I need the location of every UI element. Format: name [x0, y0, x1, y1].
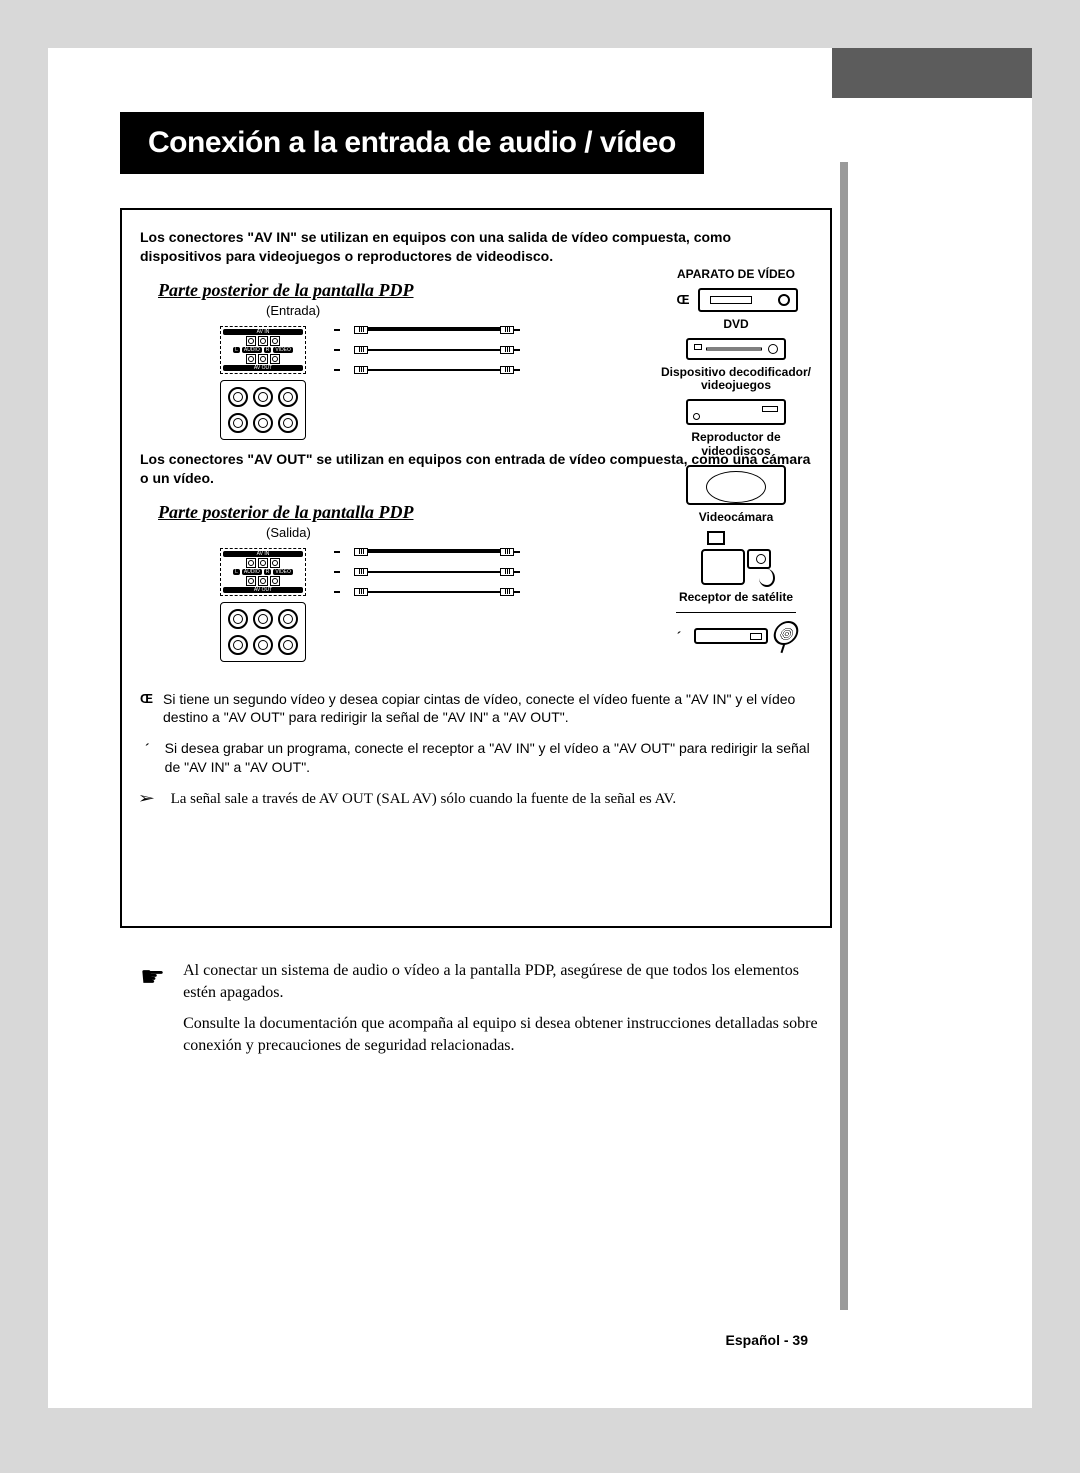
rear-panel-output: AV IN LAUDIORVIDEO AV OUT — [220, 548, 306, 662]
label-av-out: AV OUT — [223, 587, 303, 593]
marker-2: ´ — [670, 627, 688, 645]
label-video: VIDEO — [273, 569, 293, 575]
jack-icon — [246, 558, 256, 568]
satellite-icon — [694, 621, 802, 651]
label-av-in: AV IN — [223, 329, 303, 335]
audio-cable-icon — [334, 366, 534, 374]
jack-icon — [270, 558, 280, 568]
device-label-sat: Receptor de satélite — [679, 591, 793, 605]
jack-icon — [270, 336, 280, 346]
vcr-icon — [698, 288, 798, 312]
page-footer: Español - 39 — [726, 1332, 808, 1348]
rca-jack-icon — [228, 609, 248, 629]
label-r: R — [264, 347, 272, 353]
device-label-vcr: APARATO DE VÍDEO — [677, 268, 795, 282]
marker-1: Œ — [674, 291, 692, 309]
pointing-hand-icon: ☛ — [140, 960, 165, 1056]
label-video: VIDEO — [273, 347, 293, 353]
jack-icon — [258, 354, 268, 364]
note-1-text: Si tiene un segundo vídeo y desea copiar… — [163, 690, 812, 728]
rca-jack-icon — [253, 387, 273, 407]
jack-icon — [246, 354, 256, 364]
devices-column: APARATO DE VÍDEO Œ DVD Dispositivo decod… — [658, 268, 814, 651]
rca-jack-icon — [278, 387, 298, 407]
rca-jack-icon — [228, 387, 248, 407]
jack-icon — [246, 336, 256, 346]
label-audio: AUDIO — [242, 569, 262, 575]
notes-block: Œ Si tiene un segundo vídeo y desea copi… — [140, 690, 812, 810]
corner-tab — [832, 48, 1032, 98]
arrow-note-text: La señal sale a través de AV OUT (SAL AV… — [171, 789, 677, 809]
arrow-icon: ➢ — [137, 789, 155, 809]
main-diagram-box: Los conectores "AV IN" se utilizan en eq… — [120, 208, 832, 928]
cable-stack-input — [334, 326, 534, 374]
note-1-marker: Œ — [140, 690, 153, 708]
jack-icon — [258, 336, 268, 346]
device-label-dvd: DVD — [723, 318, 748, 332]
decoder-icon — [686, 399, 786, 425]
jack-icon — [246, 576, 256, 586]
label-av-in: AV IN — [223, 551, 303, 557]
safety-p2: Consulte la documentación que acompaña a… — [183, 1013, 832, 1056]
device-label-camcorder: Videocámara — [699, 511, 774, 525]
rca-jack-icon — [228, 413, 248, 433]
note-1: Œ Si tiene un segundo vídeo y desea copi… — [140, 690, 812, 728]
rca-panel — [220, 602, 306, 662]
label-l: L — [233, 569, 240, 575]
safety-note-block: ☛ Al conectar un sistema de audio o víde… — [140, 960, 832, 1056]
note-2-text: Si desea grabar un programa, conecte el … — [165, 739, 812, 777]
page-title-box: Conexión a la entrada de audio / vídeo — [120, 112, 704, 174]
jack-icon — [258, 558, 268, 568]
arrow-note: ➢ La señal sale a través de AV OUT (SAL … — [140, 789, 812, 809]
rear-panel-input: AV IN LAUDIORVIDEO AV OUT — [220, 326, 306, 440]
panel-label-grid: AV IN LAUDIORVIDEO AV OUT — [220, 326, 306, 374]
rca-jack-icon — [228, 635, 248, 655]
rca-panel — [220, 380, 306, 440]
jack-icon — [270, 576, 280, 586]
rca-jack-icon — [278, 413, 298, 433]
jack-icon — [270, 354, 280, 364]
jack-icon — [258, 576, 268, 586]
label-audio: AUDIO — [242, 347, 262, 353]
label-l: L — [233, 347, 240, 353]
camcorder-icon — [701, 531, 771, 585]
audio-cable-icon — [334, 346, 534, 354]
cable-stack-output — [334, 548, 534, 596]
panel-label-grid: AV IN LAUDIORVIDEO AV OUT — [220, 548, 306, 596]
intro-text: Los conectores "AV IN" se utilizan en eq… — [140, 228, 812, 266]
rca-jack-icon — [253, 609, 273, 629]
laserdisc-icon — [686, 465, 786, 505]
divider — [676, 612, 796, 613]
rca-jack-icon — [278, 635, 298, 655]
label-r: R — [264, 569, 272, 575]
note-2: ´ Si desea grabar un programa, conecte e… — [140, 739, 812, 777]
video-cable-icon — [334, 326, 534, 334]
rca-jack-icon — [278, 609, 298, 629]
device-label-ld: Reproductor de videodiscos — [658, 431, 814, 459]
safety-p1: Al conectar un sistema de audio o vídeo … — [183, 960, 832, 1003]
page-title: Conexión a la entrada de audio / vídeo — [148, 126, 676, 159]
audio-cable-icon — [334, 588, 534, 596]
note-2-marker: ´ — [140, 739, 155, 757]
label-av-out: AV OUT — [223, 365, 303, 371]
rca-jack-icon — [253, 635, 273, 655]
rca-jack-icon — [253, 413, 273, 433]
safety-note-text: Al conectar un sistema de audio o vídeo … — [183, 960, 832, 1056]
device-label-decoder: Dispositivo decodificador/ videojuegos — [661, 366, 811, 394]
video-cable-icon — [334, 548, 534, 556]
audio-cable-icon — [334, 568, 534, 576]
dvd-icon — [686, 338, 786, 360]
side-margin-bar — [840, 162, 848, 1310]
manual-page: Conexión a la entrada de audio / vídeo L… — [48, 48, 1032, 1408]
